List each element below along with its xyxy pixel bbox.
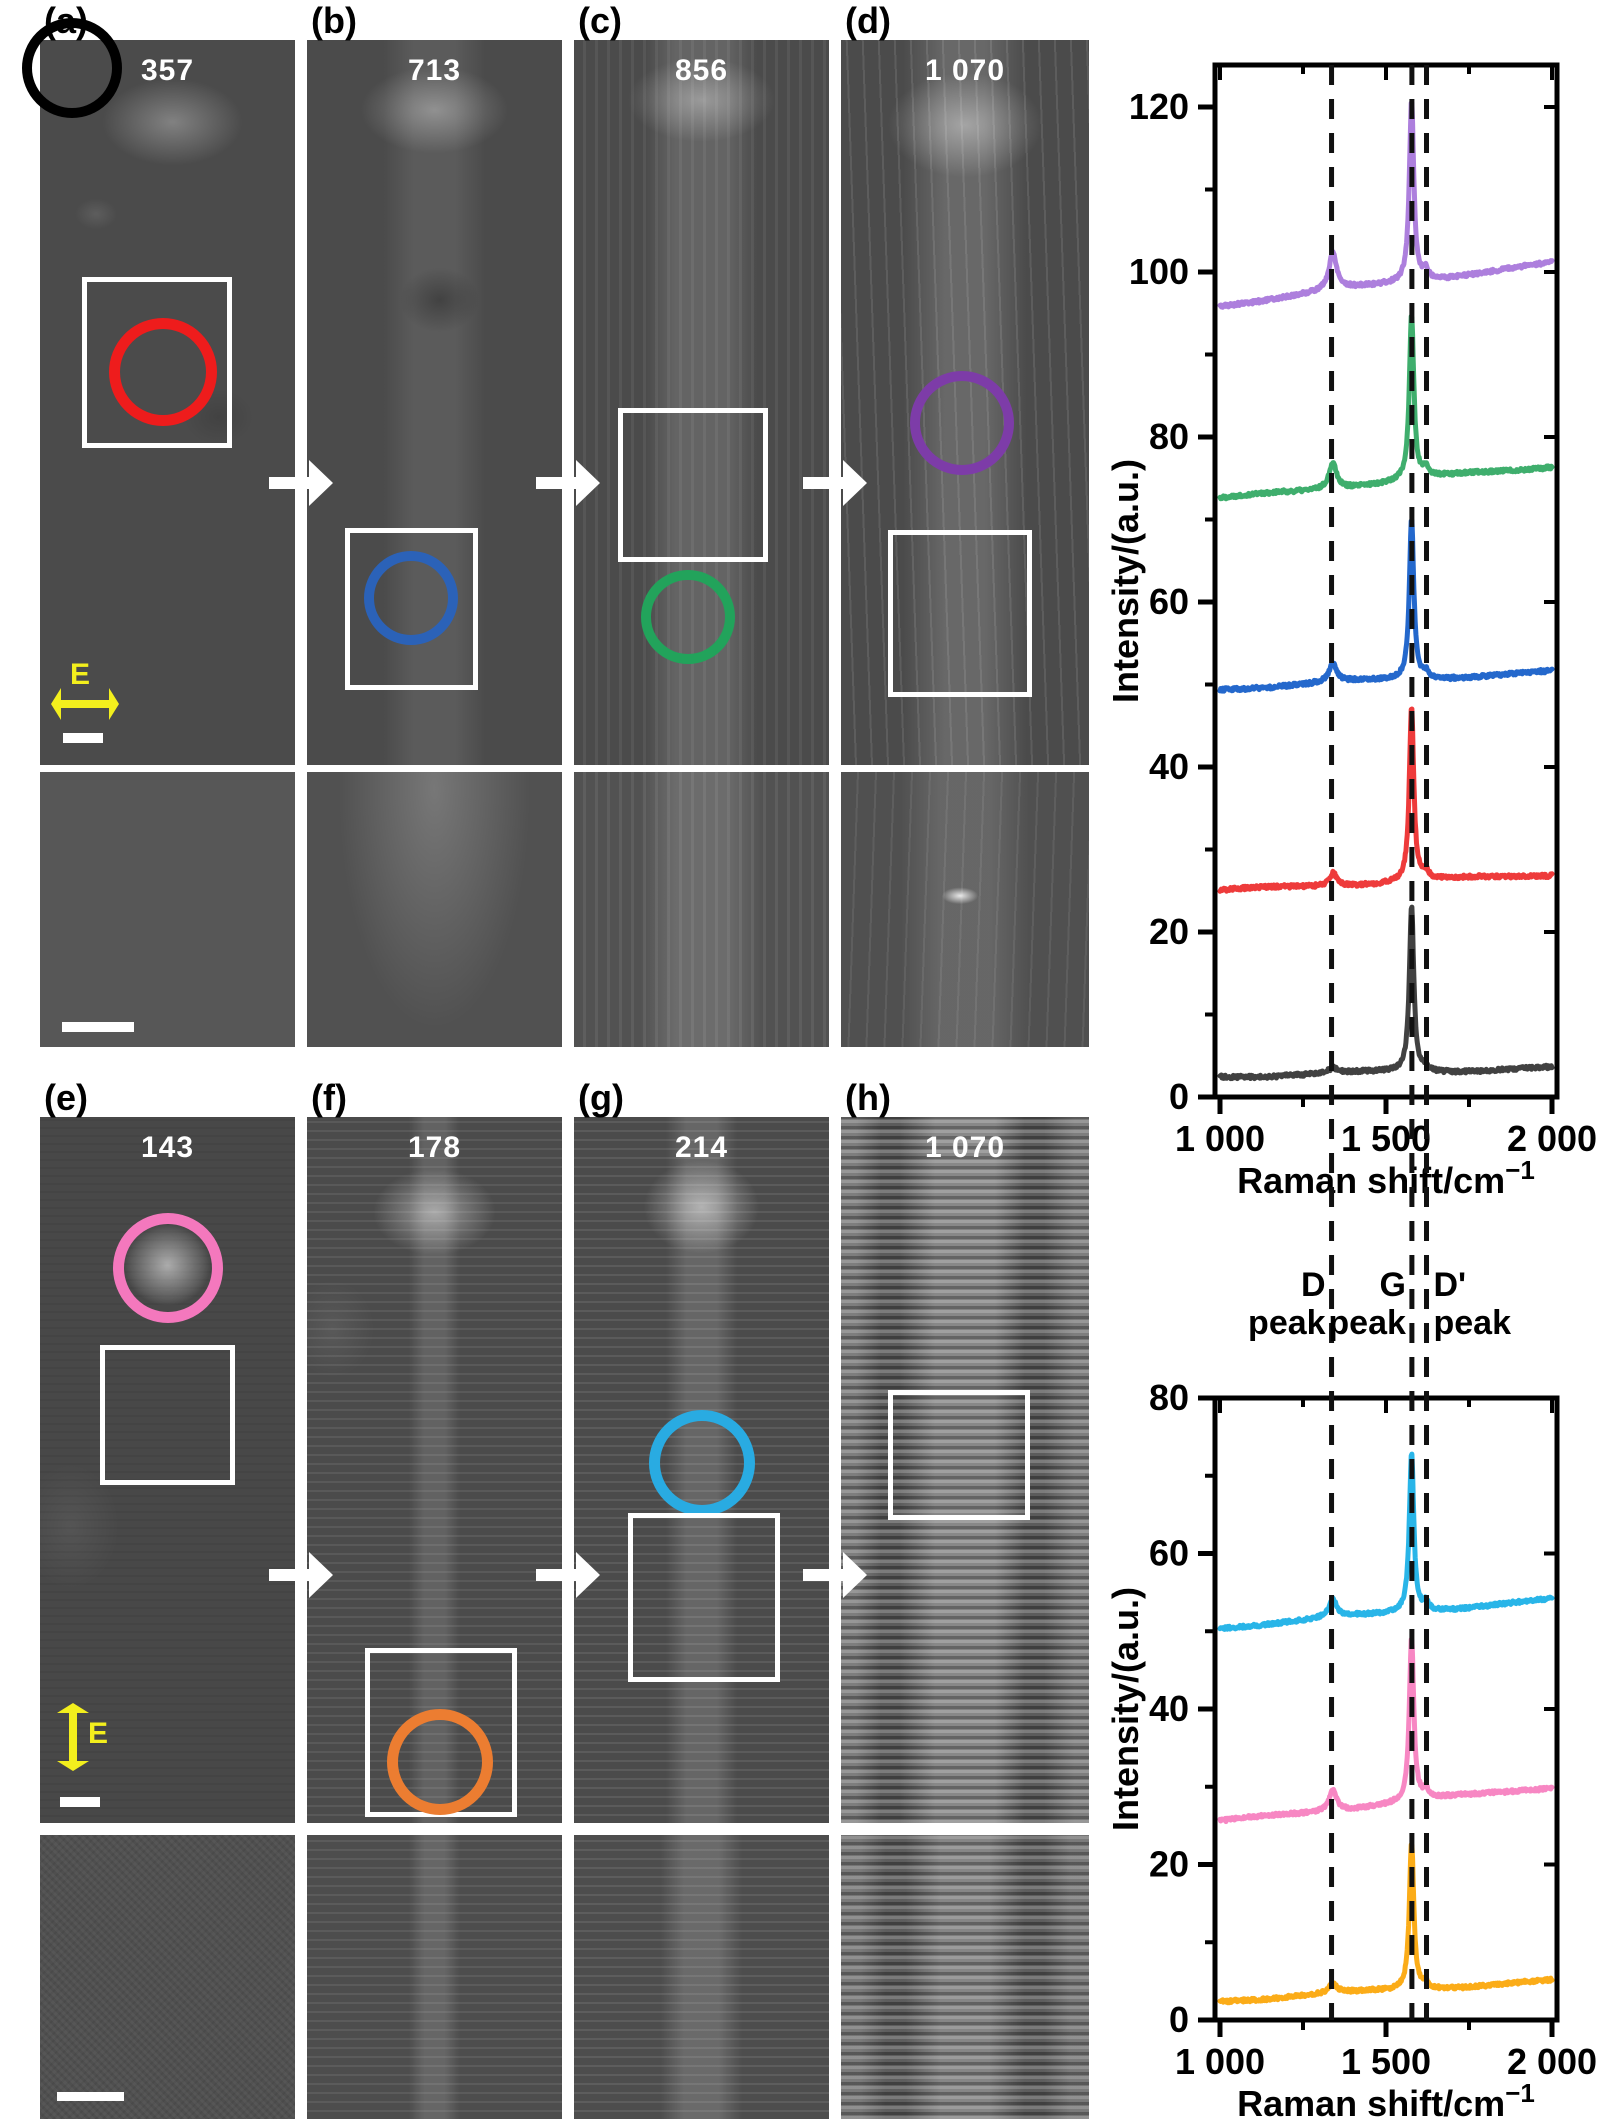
scale-bar [60,1797,100,1807]
panel-label-f: (f) [311,1077,347,1118]
panel-number: 357 [140,54,195,87]
sem-image-d: 1 070 [841,40,1089,765]
sem-zoom-image-d [841,772,1089,1047]
white-square-marker [82,277,232,448]
blue-circle-marker [364,551,458,645]
panel-number: 178 [407,1131,462,1164]
panel-label-h: (h) [845,1077,891,1118]
white-square-marker [628,1513,780,1682]
cyan-circle-marker [649,1410,755,1516]
double-arrow-icon [57,1703,89,1771]
next-step-arrow-icon [803,460,867,511]
sem-zoom-image-a [40,772,295,1047]
next-step-arrow-icon [269,460,333,511]
polarization-arrow-icon [51,686,119,727]
white-square-marker [618,408,768,562]
panel-label-d: (d) [845,0,891,41]
white-square-marker [100,1345,235,1485]
sem-zoom-image-g [574,1835,829,2119]
sem-zoom-image-h [841,1835,1089,2119]
panel-number: 1 070 [924,54,1006,87]
red-circle-marker [109,318,217,426]
white-square-marker [888,1390,1030,1520]
next-step-arrow-icon [536,460,600,511]
sem-image-a: 357 E [22,18,295,765]
sem-zoom-image-f [307,1835,562,2119]
sem-image-h: 1 070 [841,1117,1089,1823]
black-circle-marker [22,18,122,118]
sem-image-e: 143 E [40,1117,295,1823]
panel-label-c: (c) [578,0,622,41]
scale-bar [62,1022,134,1032]
panel-number: 214 [674,1131,729,1164]
sem-image-f: 178 [307,1117,562,1823]
double-arrow-icon [51,688,119,720]
white-square-marker [345,528,478,690]
scale-bar [57,2092,124,2101]
panel-label-a: (a) [44,0,88,41]
next-step-arrow-icon [269,1552,333,1603]
panel-number: 143 [140,1131,195,1164]
green-circle-marker [641,570,735,664]
pink-circle-marker [113,1213,223,1323]
sem-zoom-image-e [40,1835,295,2119]
next-step-arrow-icon [536,1552,600,1603]
white-square-marker [888,530,1032,697]
sem-zoom-image-c [574,772,829,1047]
polarization-label: E [70,658,91,691]
panel-label-b: (b) [311,0,357,41]
scale-bar [63,733,103,743]
panel-label-e: (e) [44,1077,88,1118]
next-step-arrow-icon [803,1552,867,1603]
sem-image-c: 856 [574,40,829,765]
purple-circle-marker [910,371,1014,475]
sem-zoom-image-b [307,772,562,1047]
orange-circle-marker [387,1709,493,1815]
polarization-arrow-icon [55,1703,91,1776]
polarization-label: E [88,1717,109,1750]
panel-number: 1 070 [924,1131,1006,1164]
sem-image-g: 214 [574,1117,829,1823]
sem-image-b: 713 [307,40,562,765]
panel-label-g: (g) [578,1077,624,1118]
panel-number: 856 [674,54,729,87]
panel-number: 713 [407,54,462,87]
